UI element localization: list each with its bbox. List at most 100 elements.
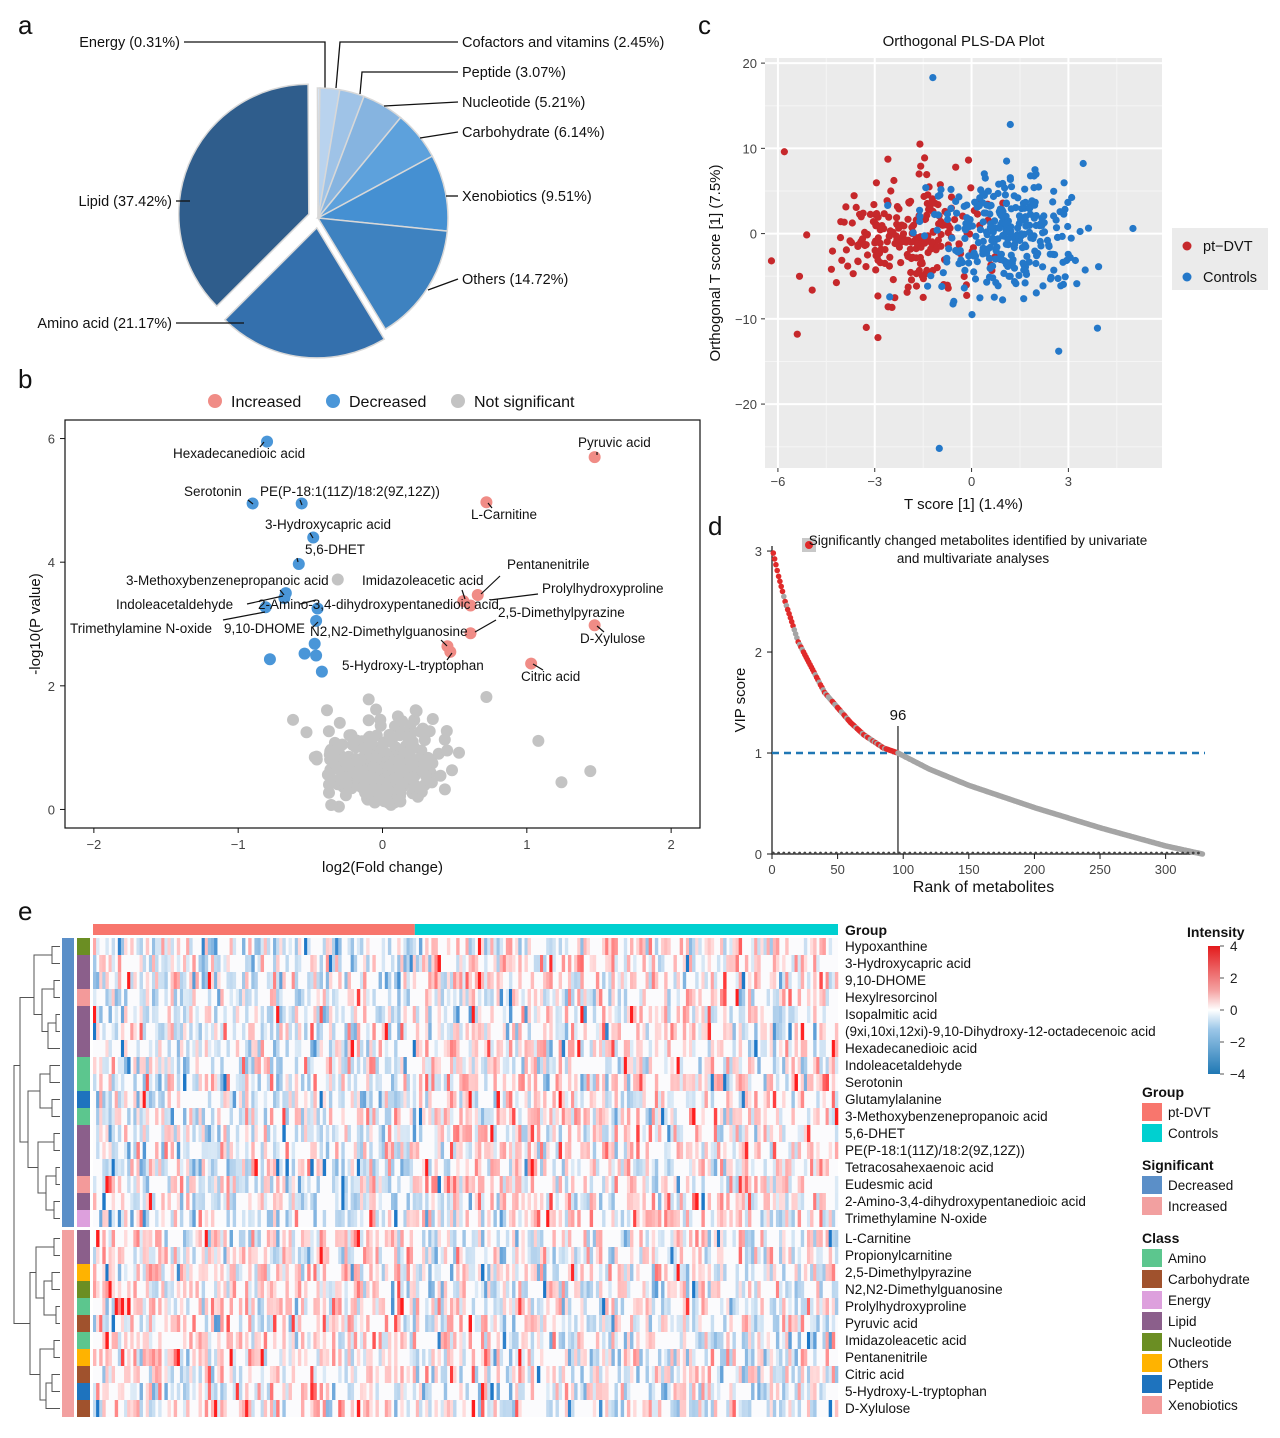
heat-cell (434, 1040, 438, 1057)
heat-cell (819, 989, 823, 1006)
heat-cell (738, 972, 743, 989)
heat-cell (540, 955, 544, 972)
heat-cell (496, 1298, 500, 1315)
heat-cell (512, 989, 516, 1006)
heat-cell (294, 1210, 299, 1227)
heat-cell (176, 1142, 181, 1159)
heat-cell (133, 1091, 137, 1108)
heat-cell (384, 1176, 389, 1193)
heat-cell (294, 1264, 299, 1281)
heat-cell (130, 1023, 134, 1040)
heat-cell (136, 1176, 140, 1193)
heat-cell (412, 1040, 417, 1057)
heat-cell (592, 1125, 597, 1142)
heat-cell (456, 1006, 460, 1023)
heat-cell (220, 1057, 224, 1074)
heat-cell (391, 1193, 395, 1210)
pie-slice (177, 83, 310, 308)
heat-cell (300, 989, 305, 1006)
heat-cell (735, 1176, 739, 1193)
heat-cell (226, 1125, 230, 1142)
heat-cell (673, 972, 677, 989)
heat-cell (505, 1176, 510, 1193)
heat-cell (490, 989, 494, 1006)
point-controls (1129, 224, 1137, 233)
heat-cell (93, 1349, 97, 1366)
heat-cell (474, 955, 479, 972)
heat-cell (155, 955, 159, 972)
heat-cell (195, 1281, 199, 1298)
heat-cell (335, 1193, 339, 1210)
point-controls (1007, 205, 1015, 213)
heat-cell (477, 1125, 482, 1142)
baseline-dot (850, 851, 854, 855)
heat-cell (400, 1057, 404, 1074)
heat-cell (633, 1298, 637, 1315)
heat-cell (546, 1125, 550, 1142)
point-controls (1050, 266, 1058, 274)
heat-cell (701, 1091, 705, 1108)
baseline-dot (824, 851, 828, 855)
heat-cell (766, 1264, 770, 1281)
heat-cell (493, 1264, 497, 1281)
point-controls (1036, 222, 1044, 230)
heat-cell (782, 1210, 786, 1227)
legend-marker (1182, 241, 1192, 251)
heat-cell (412, 1332, 417, 1349)
heat-cell (651, 1281, 656, 1298)
point-controls (931, 210, 939, 219)
heat-cell (558, 938, 563, 955)
heat-cell (530, 1057, 535, 1074)
heat-cell (133, 1230, 137, 1247)
heat-cell (217, 1298, 221, 1315)
heat-cell (533, 1210, 538, 1227)
heat-cell (291, 1315, 296, 1332)
heat-cell (220, 1230, 224, 1247)
heat-cell (695, 1125, 699, 1142)
heat-cell (387, 1142, 392, 1159)
heat-cell (446, 989, 451, 1006)
heat-cell (263, 1142, 268, 1159)
heat-cell (350, 1315, 355, 1332)
heat-cell (260, 1298, 265, 1315)
point-label: 2-Amino-3,4-dihydroxypentanedioic acid (258, 597, 499, 612)
baseline-dot (929, 851, 933, 855)
heat-cell (741, 1176, 746, 1193)
heat-cell (391, 1230, 395, 1247)
heat-cell (499, 1040, 504, 1057)
heat-cell (571, 1247, 575, 1264)
heat-cell (183, 955, 187, 972)
heat-cell (356, 1159, 361, 1176)
heat-cell (819, 1057, 823, 1074)
heat-cell (347, 1230, 351, 1247)
heat-cell (422, 1247, 426, 1264)
heat-cell (291, 1332, 296, 1349)
heat-cell (633, 1057, 637, 1074)
point-not-significant (555, 776, 568, 789)
point-label-line (532, 663, 544, 671)
heat-cell (338, 1091, 342, 1108)
heat-cell (428, 1210, 432, 1227)
heat-cell (512, 1074, 516, 1091)
heat-cell (341, 1247, 345, 1264)
heat-cell (667, 1125, 671, 1142)
heat-cell (797, 1315, 802, 1332)
heat-cell (145, 938, 150, 955)
heat-cell (394, 1074, 398, 1091)
heat-cell (325, 1006, 330, 1023)
baseline-dot (934, 851, 938, 855)
heat-cell (242, 972, 246, 989)
point-controls (952, 197, 960, 205)
heat-cell (741, 1193, 746, 1210)
heat-cell (282, 1125, 286, 1142)
heat-cell (251, 1091, 255, 1108)
heat-cell (437, 1125, 441, 1142)
heat-cell (707, 1057, 712, 1074)
heat-cell (571, 1040, 575, 1057)
heat-cell (791, 1142, 795, 1159)
heat-cell (204, 938, 209, 955)
heat-cell (378, 1040, 382, 1057)
heat-cell (530, 972, 535, 989)
heat-cell (521, 1176, 525, 1193)
